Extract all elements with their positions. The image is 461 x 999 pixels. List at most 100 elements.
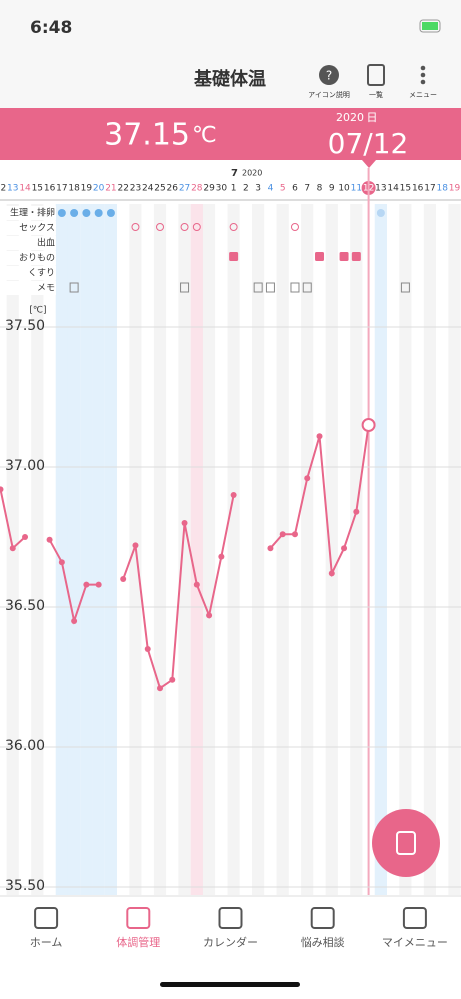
temperature-point	[181, 520, 188, 526]
day-label: 16	[44, 184, 56, 194]
temperature-point	[120, 576, 127, 582]
day-column	[288, 204, 302, 895]
day-label: 14	[19, 184, 31, 194]
day-label: 10	[338, 184, 350, 194]
temperature-point	[22, 534, 29, 540]
summary-year: 2020	[336, 111, 364, 124]
tab-label[interactable]: 体調管理	[116, 935, 160, 949]
day-label: 13	[7, 184, 18, 194]
day-column	[43, 204, 56, 895]
tab-icon[interactable]	[126, 907, 151, 929]
memo-icon	[290, 282, 300, 293]
day-column	[92, 204, 105, 895]
summary-weekday: 日	[367, 111, 378, 124]
row-label-bg	[0, 251, 56, 265]
day-label: 19	[81, 184, 93, 194]
y-tick-label: 35.50	[5, 878, 45, 894]
day-label: 25	[154, 184, 165, 194]
heart-icon	[290, 223, 299, 231]
day-column	[190, 204, 203, 895]
row-label: くすり	[28, 268, 55, 279]
row-label: 生理・排卵	[10, 207, 55, 219]
memo-icon	[253, 282, 263, 293]
day-column	[276, 204, 289, 895]
heart-icon	[131, 223, 140, 231]
day-label: 22	[117, 184, 128, 194]
tab-label[interactable]: 悩み相談	[301, 935, 345, 949]
day-column	[239, 204, 253, 895]
day-label: 17	[424, 184, 435, 194]
day-label: 28	[191, 184, 203, 194]
help-icon[interactable]	[319, 65, 339, 85]
temperature-point	[328, 570, 335, 577]
temperature: 37.15	[104, 118, 190, 153]
temperature-point	[361, 418, 376, 432]
memo-icon	[180, 282, 190, 293]
tab-icon[interactable]	[310, 907, 335, 929]
temperature-point	[132, 542, 139, 549]
day-label: 3	[255, 184, 261, 194]
tab-label[interactable]: ホーム	[30, 936, 63, 949]
day-label: 15	[32, 184, 43, 194]
row-label-bg	[0, 281, 56, 295]
fab-button[interactable]	[372, 809, 440, 877]
day-label: 14	[387, 184, 399, 194]
period-icon	[94, 209, 103, 217]
day-label: 16	[412, 184, 424, 194]
tabs: ホーム 体調管理 カレンダー 悩み相談 マイメニュー	[30, 907, 448, 949]
list-icon[interactable]	[367, 64, 385, 86]
menu-label[interactable]: メニュー	[409, 91, 437, 99]
menu-dot	[420, 72, 426, 78]
temperature-point	[353, 508, 360, 515]
y-tick-label: 36.00	[5, 738, 45, 754]
tab-label[interactable]: マイメニュー	[382, 936, 448, 949]
day-column	[301, 204, 314, 895]
day-column	[202, 204, 216, 895]
day-column	[227, 204, 240, 895]
day-label: 23	[130, 184, 141, 194]
tab-icon[interactable]	[218, 907, 243, 929]
day-column	[399, 204, 412, 895]
day-column	[117, 204, 130, 895]
period-icon	[57, 209, 66, 217]
temperature-point	[279, 531, 286, 538]
tab-icon[interactable]	[34, 907, 59, 929]
list-label[interactable]: 一覧	[369, 90, 383, 99]
day-label: 12	[0, 184, 6, 194]
day-label: 21	[105, 184, 116, 194]
temperature-point	[157, 685, 164, 692]
day-column	[141, 204, 154, 895]
tab-bar	[0, 896, 461, 999]
day-label: 8	[317, 184, 323, 194]
day-column	[423, 204, 437, 895]
help-label[interactable]: アイコン説明	[308, 90, 350, 99]
memo-icon	[69, 282, 79, 293]
day-column	[374, 204, 388, 895]
temperature-point	[169, 676, 176, 683]
row-label: 出血	[37, 237, 55, 249]
clock: 6:48	[30, 18, 72, 38]
help-glyph: ?	[326, 69, 332, 83]
header-bg	[0, 0, 461, 108]
day-column	[80, 204, 93, 895]
day-column	[448, 204, 461, 895]
temperature-point	[9, 545, 16, 552]
heart-icon	[192, 223, 201, 231]
day-label: 5	[280, 184, 286, 194]
row-label-bg	[0, 266, 56, 280]
day-label: 29	[203, 184, 215, 194]
day-column	[350, 204, 363, 895]
tab-icon[interactable]	[402, 907, 427, 929]
day-label: 30	[216, 184, 228, 194]
tab-label[interactable]: カレンダー	[203, 935, 258, 949]
y-unit-label: [℃]	[29, 306, 46, 316]
day-column	[104, 204, 118, 895]
day-label: 7	[304, 184, 310, 194]
memo-icon	[302, 282, 312, 293]
temperature-point	[58, 559, 65, 566]
date-pointer	[362, 160, 376, 168]
day-column	[31, 204, 44, 895]
temperature-point	[206, 612, 213, 619]
